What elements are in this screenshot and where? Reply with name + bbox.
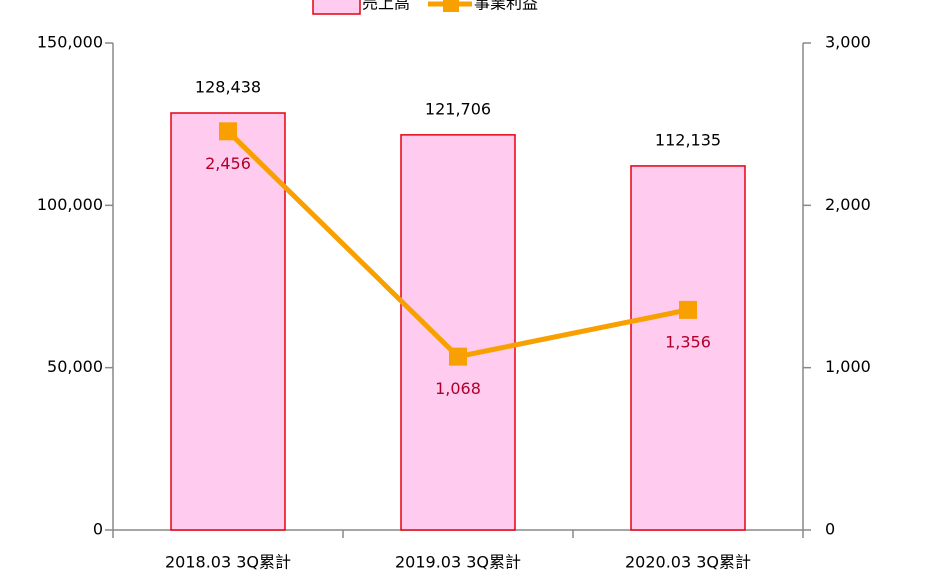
line-marker <box>449 347 467 366</box>
legend-label: 売上高 <box>362 0 410 13</box>
y2-tick-label: 2,000 <box>825 195 871 214</box>
x-tick-label: 2019.03 3Q累計 <box>395 553 521 572</box>
bar-value-label: 121,706 <box>425 99 491 118</box>
y-tick-label: 50,000 <box>47 357 103 376</box>
bar <box>170 112 286 531</box>
x-tick-label: 2020.03 3Q累計 <box>625 553 751 572</box>
line-value-label: 2,456 <box>205 154 251 173</box>
line-marker <box>219 122 237 141</box>
y-tick-label: 100,000 <box>37 195 103 214</box>
legend-swatch <box>312 0 361 15</box>
bar-value-label: 128,438 <box>195 78 261 97</box>
x-tick-label: 2018.03 3Q累計 <box>165 553 291 572</box>
bar <box>400 134 516 531</box>
y2-tick-label: 0 <box>825 520 835 539</box>
bar <box>630 165 746 531</box>
y-tick-label: 150,000 <box>37 33 103 52</box>
legend-marker <box>443 0 459 12</box>
line-value-label: 1,356 <box>665 332 711 351</box>
bar-value-label: 112,135 <box>655 130 721 149</box>
y-tick-label: 0 <box>93 520 103 539</box>
y2-tick-label: 3,000 <box>825 33 871 52</box>
line-marker <box>679 300 697 319</box>
legend-label: 事業利益 <box>474 0 538 13</box>
y2-tick-label: 1,000 <box>825 357 871 376</box>
line-value-label: 1,068 <box>435 379 481 398</box>
